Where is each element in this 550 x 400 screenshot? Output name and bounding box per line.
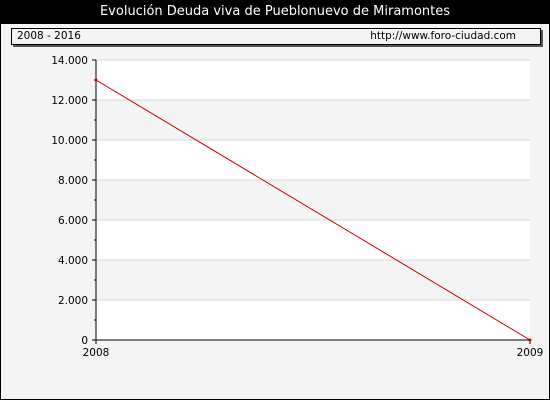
y-tick-label: 4.000 (58, 255, 88, 267)
y-tick-label: 12.000 (51, 95, 88, 107)
grid-band (96, 180, 530, 220)
info-bar: 2008 - 2016 http://www.foro-ciudad.com (11, 28, 541, 45)
chart-title: Evolución Deuda viva de Pueblonuevo de M… (0, 0, 550, 24)
y-tick-label: 8.000 (58, 175, 88, 187)
y-tick-label: 0 (81, 335, 88, 347)
y-tick-label: 6.000 (58, 215, 88, 227)
data-point (94, 78, 98, 82)
grid-band (96, 100, 530, 140)
y-tick-label: 2.000 (58, 295, 88, 307)
grid-band (96, 260, 530, 300)
y-tick-label: 14.000 (51, 55, 88, 67)
period-label: 2008 - 2016 (17, 30, 81, 42)
data-point (528, 338, 532, 342)
x-tick-label: 2008 (83, 347, 110, 359)
x-tick-label: 2009 (517, 347, 544, 359)
y-tick-label: 10.000 (51, 135, 88, 147)
series-line (95, 79, 531, 341)
source-link[interactable]: http://www.foro-ciudad.com (370, 30, 516, 42)
